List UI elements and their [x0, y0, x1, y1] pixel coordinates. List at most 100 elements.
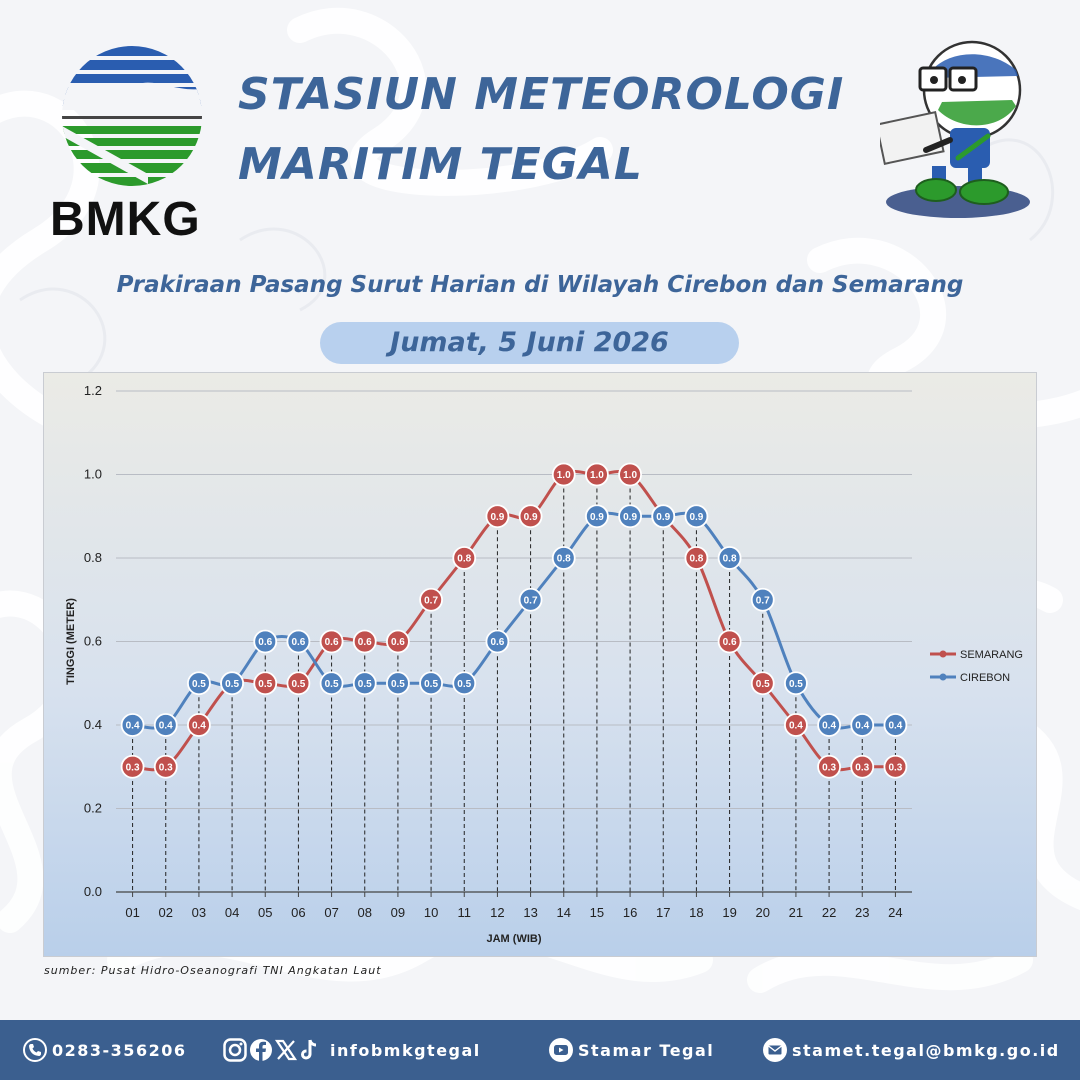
data-point-cirebon — [485, 629, 510, 654]
data-label-semarang: 0.7 — [424, 595, 438, 606]
data-point-cirebon — [120, 713, 145, 737]
footer-bar: 0283-356206 infobmkgtegal Stamar Tegal — [0, 1020, 1080, 1080]
x-axis-title: JAM (WIB) — [487, 933, 542, 945]
data-label-cirebon: 0.5 — [424, 679, 438, 690]
data-label-cirebon: 0.6 — [490, 637, 504, 648]
footer-email[interactable]: stamet.tegal@bmkg.go.id — [762, 1020, 1060, 1080]
data-label-cirebon: 0.5 — [225, 679, 239, 690]
chart-subtitle: Prakiraan Pasang Surut Harian di Wilayah… — [116, 272, 964, 298]
bmkg-logo-text: BMKG — [50, 193, 201, 246]
data-point-cirebon — [817, 713, 841, 737]
data-point-cirebon — [883, 713, 908, 737]
y-tick-label: 0.8 — [84, 550, 102, 565]
footer-social[interactable]: infobmkgtegal — [222, 1020, 481, 1080]
social-handle: infobmkgtegal — [330, 1040, 481, 1060]
x-tick-label: 11 — [458, 905, 472, 920]
data-label-cirebon: 0.7 — [756, 595, 770, 606]
data-label-cirebon: 0.8 — [557, 554, 571, 565]
data-point-cirebon — [518, 587, 543, 612]
data-point-cirebon — [850, 713, 875, 737]
legend-marker-semarang — [939, 650, 947, 658]
y-axis-title: TINGGI (METER) — [65, 598, 77, 685]
data-label-cirebon: 0.4 — [855, 721, 869, 732]
tiktok-icon[interactable] — [298, 1037, 320, 1063]
data-label-semarang: 0.3 — [126, 762, 140, 773]
x-tick-label: 15 — [590, 905, 604, 920]
email-icon — [763, 1038, 787, 1062]
data-point-cirebon — [386, 671, 410, 696]
footer-youtube[interactable]: Stamar Tegal — [548, 1020, 714, 1080]
phone-icon — [23, 1038, 47, 1062]
data-point-semarang — [750, 671, 775, 696]
x-twitter-icon[interactable] — [274, 1037, 298, 1063]
data-point-cirebon — [618, 504, 642, 529]
mascot-illustration — [880, 40, 1030, 218]
data-label-semarang: 0.5 — [291, 679, 305, 690]
data-label-semarang: 0.3 — [888, 762, 902, 773]
bmkg-logo — [62, 46, 202, 186]
data-point-cirebon — [717, 546, 742, 570]
data-label-semarang: 0.6 — [358, 637, 372, 648]
phone-number: 0283-356206 — [52, 1040, 187, 1060]
data-point-cirebon — [352, 671, 377, 696]
x-tick-label: 18 — [689, 905, 703, 920]
y-tick-label: 0.0 — [84, 884, 102, 899]
data-label-semarang: 0.6 — [325, 637, 339, 648]
legend-label-semarang: SEMARANG — [960, 649, 1023, 661]
x-tick-label: 20 — [756, 905, 770, 920]
email-address: stamet.tegal@bmkg.go.id — [792, 1040, 1060, 1060]
data-point-semarang — [850, 754, 875, 779]
x-tick-label: 12 — [490, 905, 504, 920]
data-point-cirebon — [452, 671, 477, 696]
data-label-cirebon: 0.9 — [590, 512, 604, 523]
x-tick-label: 22 — [822, 905, 836, 920]
x-tick-label: 07 — [324, 905, 338, 920]
data-point-semarang — [319, 629, 344, 654]
data-label-cirebon: 0.6 — [258, 637, 272, 648]
data-point-semarang — [518, 504, 543, 529]
facebook-icon[interactable] — [248, 1037, 274, 1063]
data-point-semarang — [153, 754, 178, 779]
data-point-cirebon — [651, 504, 676, 529]
data-label-semarang: 0.3 — [855, 762, 869, 773]
x-tick-label: 17 — [656, 905, 670, 920]
y-tick-label: 0.4 — [84, 717, 102, 732]
data-point-semarang — [618, 462, 642, 487]
footer-phone[interactable]: 0283-356206 — [22, 1020, 186, 1080]
data-label-semarang: 1.0 — [623, 470, 637, 481]
data-label-semarang: 0.5 — [258, 679, 272, 690]
data-point-semarang — [817, 754, 841, 779]
data-point-cirebon — [253, 629, 278, 654]
data-label-cirebon: 0.5 — [457, 679, 471, 690]
x-tick-label: 08 — [358, 905, 372, 920]
y-tick-label: 1.0 — [84, 467, 102, 482]
data-point-cirebon — [551, 546, 576, 570]
instagram-icon[interactable] — [222, 1037, 248, 1063]
data-point-semarang — [784, 713, 808, 737]
data-point-semarang — [253, 671, 278, 696]
data-label-semarang: 0.6 — [723, 637, 737, 648]
x-tick-label: 13 — [523, 905, 537, 920]
data-point-semarang — [551, 462, 576, 487]
data-point-semarang — [386, 629, 410, 654]
data-label-cirebon: 0.7 — [524, 595, 538, 606]
x-tick-label: 16 — [623, 905, 637, 920]
data-label-semarang: 0.9 — [490, 512, 504, 523]
data-label-cirebon: 0.5 — [325, 679, 339, 690]
data-point-semarang — [187, 713, 211, 737]
data-point-cirebon — [750, 587, 775, 612]
data-label-semarang: 0.5 — [756, 679, 770, 690]
youtube-icon — [549, 1038, 573, 1062]
data-point-semarang — [352, 629, 377, 654]
data-label-cirebon: 0.4 — [126, 721, 140, 732]
data-point-cirebon — [286, 629, 311, 654]
data-label-cirebon: 0.5 — [391, 679, 405, 690]
data-point-semarang — [684, 546, 709, 570]
data-point-semarang — [883, 754, 908, 779]
data-label-semarang: 0.9 — [524, 512, 538, 523]
x-tick-label: 21 — [789, 905, 803, 920]
data-point-semarang — [717, 629, 742, 654]
data-label-cirebon: 0.9 — [623, 512, 637, 523]
tide-chart-svg: 0.3 0.3 0.4 0.5 0.5 0.5 0.6 0.6 0.6 0.7 0.8 0.9 0.9 1… — [44, 373, 1036, 956]
data-point-semarang — [286, 671, 311, 696]
